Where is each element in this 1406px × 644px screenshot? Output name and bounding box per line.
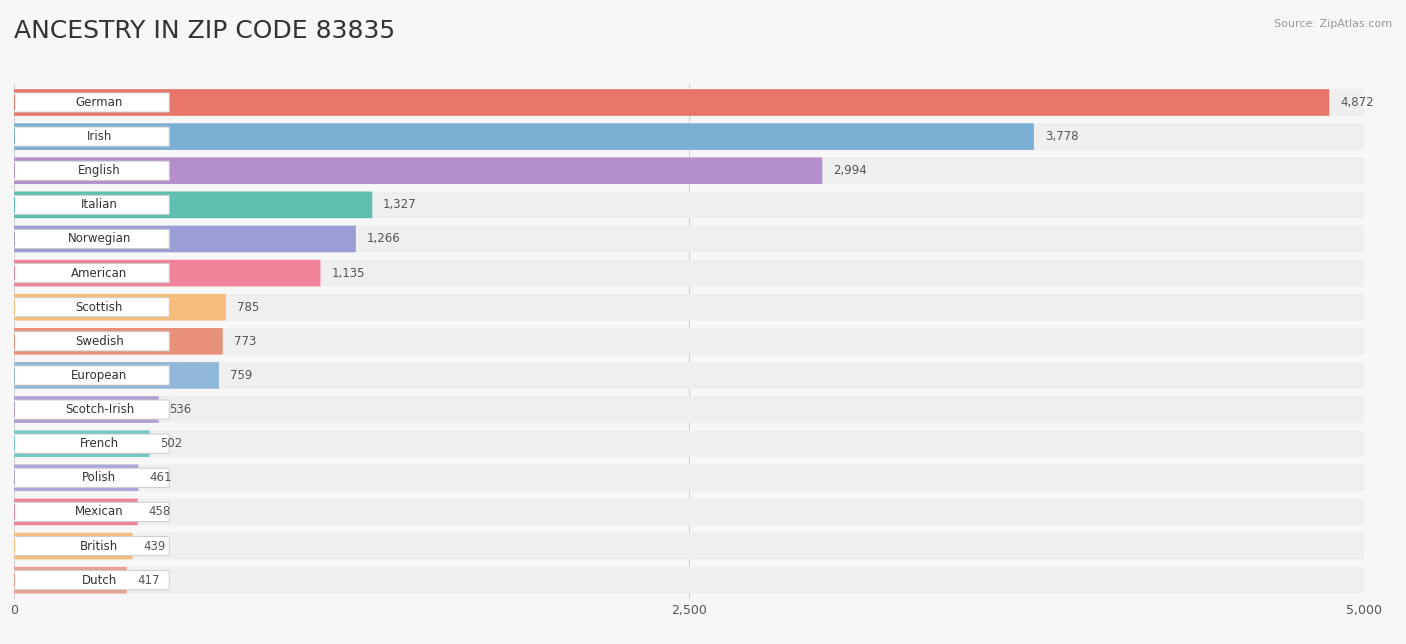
Text: 417: 417	[138, 574, 160, 587]
Text: British: British	[80, 540, 118, 553]
FancyBboxPatch shape	[14, 260, 1364, 287]
Text: ANCESTRY IN ZIP CODE 83835: ANCESTRY IN ZIP CODE 83835	[14, 19, 395, 43]
Text: 785: 785	[236, 301, 259, 314]
FancyBboxPatch shape	[14, 157, 823, 184]
FancyBboxPatch shape	[14, 298, 169, 317]
FancyBboxPatch shape	[14, 127, 169, 146]
FancyBboxPatch shape	[14, 157, 1364, 184]
Text: Swedish: Swedish	[75, 335, 124, 348]
Text: Irish: Irish	[87, 130, 112, 143]
FancyBboxPatch shape	[14, 191, 373, 218]
FancyBboxPatch shape	[14, 191, 1364, 218]
FancyBboxPatch shape	[14, 498, 138, 526]
Text: Mexican: Mexican	[75, 506, 124, 518]
Text: Scottish: Scottish	[76, 301, 124, 314]
Text: American: American	[72, 267, 128, 279]
FancyBboxPatch shape	[14, 362, 1364, 389]
FancyBboxPatch shape	[14, 362, 219, 389]
Text: English: English	[79, 164, 121, 177]
FancyBboxPatch shape	[14, 502, 169, 522]
FancyBboxPatch shape	[14, 328, 222, 355]
Text: Italian: Italian	[82, 198, 118, 211]
FancyBboxPatch shape	[14, 400, 169, 419]
FancyBboxPatch shape	[14, 533, 1364, 560]
Text: 502: 502	[160, 437, 183, 450]
FancyBboxPatch shape	[14, 464, 139, 491]
FancyBboxPatch shape	[14, 536, 169, 556]
Text: 439: 439	[143, 540, 166, 553]
FancyBboxPatch shape	[14, 89, 1364, 116]
Text: 2,994: 2,994	[834, 164, 868, 177]
FancyBboxPatch shape	[14, 225, 1364, 252]
FancyBboxPatch shape	[14, 434, 169, 453]
FancyBboxPatch shape	[14, 89, 1329, 116]
FancyBboxPatch shape	[14, 195, 169, 214]
Text: Polish: Polish	[83, 471, 117, 484]
Text: 458: 458	[149, 506, 170, 518]
FancyBboxPatch shape	[14, 229, 169, 249]
FancyBboxPatch shape	[14, 225, 356, 252]
FancyBboxPatch shape	[14, 260, 321, 287]
FancyBboxPatch shape	[14, 464, 1364, 491]
FancyBboxPatch shape	[14, 430, 149, 457]
FancyBboxPatch shape	[14, 161, 169, 180]
FancyBboxPatch shape	[14, 396, 159, 423]
Text: Scotch-Irish: Scotch-Irish	[65, 403, 134, 416]
Text: 3,778: 3,778	[1045, 130, 1078, 143]
FancyBboxPatch shape	[14, 533, 132, 560]
Text: 1,135: 1,135	[332, 267, 364, 279]
FancyBboxPatch shape	[14, 468, 169, 488]
FancyBboxPatch shape	[14, 294, 226, 321]
Text: 773: 773	[233, 335, 256, 348]
FancyBboxPatch shape	[14, 567, 1364, 594]
Text: European: European	[72, 369, 128, 382]
FancyBboxPatch shape	[14, 93, 169, 112]
FancyBboxPatch shape	[14, 294, 1364, 321]
FancyBboxPatch shape	[14, 263, 169, 283]
FancyBboxPatch shape	[14, 332, 169, 351]
FancyBboxPatch shape	[14, 571, 169, 590]
FancyBboxPatch shape	[14, 430, 1364, 457]
Text: Norwegian: Norwegian	[67, 232, 131, 245]
FancyBboxPatch shape	[14, 123, 1033, 150]
Text: Dutch: Dutch	[82, 574, 117, 587]
Text: 536: 536	[170, 403, 191, 416]
FancyBboxPatch shape	[14, 567, 127, 594]
FancyBboxPatch shape	[14, 498, 1364, 526]
Text: French: French	[80, 437, 120, 450]
FancyBboxPatch shape	[14, 328, 1364, 355]
Text: 1,327: 1,327	[382, 198, 416, 211]
Text: 4,872: 4,872	[1340, 96, 1374, 109]
Text: 759: 759	[229, 369, 252, 382]
Text: 461: 461	[149, 471, 172, 484]
Text: Source: ZipAtlas.com: Source: ZipAtlas.com	[1274, 19, 1392, 30]
Text: 1,266: 1,266	[367, 232, 401, 245]
FancyBboxPatch shape	[14, 123, 1364, 150]
FancyBboxPatch shape	[14, 396, 1364, 423]
FancyBboxPatch shape	[14, 366, 169, 385]
Text: German: German	[76, 96, 124, 109]
